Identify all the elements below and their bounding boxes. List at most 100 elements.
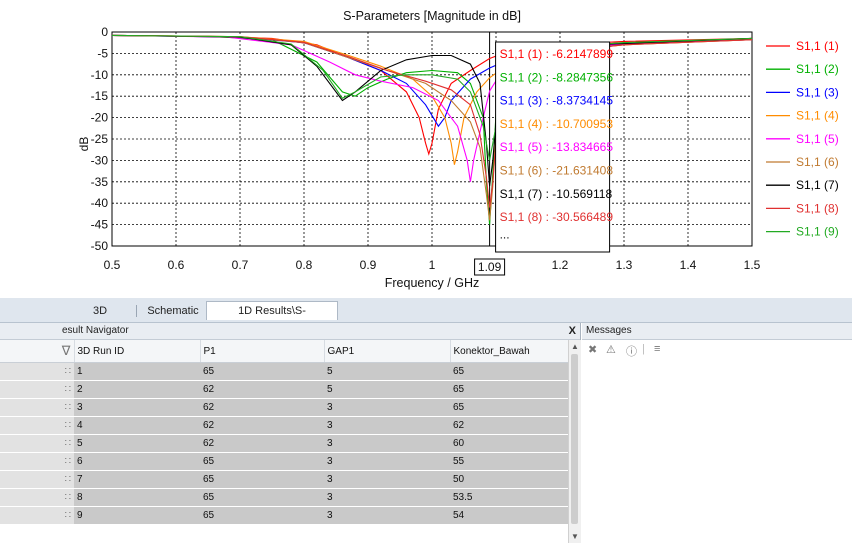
table-cell: 54 (450, 506, 568, 525)
result-table-scrollbar[interactable]: ▲ ▼ (568, 340, 581, 543)
x-tick-label: 1.5 (744, 258, 761, 272)
table-row[interactable]: ∷ 7 65 3 50 (0, 470, 568, 489)
table-cell: 1 (74, 362, 200, 381)
y-tick-label: -35 (91, 175, 109, 189)
y-tick-label: -15 (91, 89, 109, 103)
table-cell: 3 (324, 398, 450, 417)
readout-line-4: S1,1 (4) : -10.700953 (500, 117, 614, 131)
x-tick-label: 0.9 (360, 258, 377, 272)
table-cell: 65 (200, 362, 324, 381)
column-header[interactable]: P1 (200, 340, 325, 363)
y-tick-label: -50 (91, 239, 109, 253)
table-row[interactable]: ∷ 8 65 3 53.5 (0, 488, 568, 507)
warning-filter-icon[interactable]: ⚠ (606, 344, 616, 356)
y-tick-label: -10 (91, 68, 109, 82)
table-cell: 5 (74, 434, 200, 453)
legend-entry-9: S1,1 (9) (796, 225, 839, 239)
readout-line-1: S1,1 (1) : -6.2147899 (500, 47, 614, 61)
legend-entry-6: S1,1 (6) (796, 155, 839, 169)
filter-icon[interactable]: ∇ (0, 340, 75, 363)
readout-line-5: S1,1 (5) : -13.834665 (500, 140, 614, 154)
table-row[interactable]: ∷ 1 65 5 65 (0, 362, 568, 381)
tab-label: Schematic (147, 305, 199, 317)
table-row[interactable]: ∷ 5 62 3 60 (0, 434, 568, 453)
readout-line-6: S1,1 (6) : -21.631408 (500, 164, 614, 178)
table-cell: 3 (324, 506, 450, 525)
table-row[interactable]: ∷ 3 62 3 65 (0, 398, 568, 417)
tab-schematic[interactable]: Schematic (142, 302, 204, 320)
x-tick-label: 1.3 (616, 258, 633, 272)
messages-title: Messages (586, 325, 632, 336)
result-navigator-panel: esult Navigator X ∇ 3D Run ID P1 GAP1 Ko… (0, 323, 581, 543)
table-cell: 65 (200, 470, 324, 489)
row-marker-icon: ∷ (0, 488, 74, 507)
tab-3d[interactable]: 3D (75, 302, 125, 320)
row-marker-icon: ∷ (0, 416, 74, 435)
legend-entry-2: S1,1 (2) (796, 62, 839, 76)
legend-entry-5: S1,1 (5) (796, 132, 839, 146)
table-cell: 65 (200, 488, 324, 507)
legend-entry-7: S1,1 (7) (796, 178, 839, 192)
row-marker-icon: ∷ (0, 434, 74, 453)
readout-line-8: S1,1 (8) : -30.566489 (500, 210, 614, 224)
table-cell: 53.5 (450, 488, 568, 507)
table-cell: 4 (74, 416, 200, 435)
list-options-icon[interactable]: ≡ (654, 343, 661, 355)
y-tick-label: -45 (91, 218, 109, 232)
row-marker-icon: ∷ (0, 362, 74, 381)
scroll-down-icon[interactable]: ▼ (571, 532, 579, 541)
x-tick-label: 1 (429, 258, 436, 272)
legend-entry-3: S1,1 (3) (796, 85, 839, 99)
column-header[interactable]: GAP1 (324, 340, 451, 363)
table-cell: 3 (324, 470, 450, 489)
x-tick-label: 0.8 (296, 258, 313, 272)
readout-more: ... (500, 227, 510, 241)
row-marker-icon: ∷ (0, 506, 74, 525)
table-cell: 62 (200, 380, 324, 399)
table-cell: 60 (450, 434, 568, 453)
table-cell: 65 (200, 506, 324, 525)
readout-line-2: S1,1 (2) : -8.2847356 (500, 70, 614, 84)
tab-1d-results[interactable]: 1D Results\S-Parameters\S1,1x (206, 301, 338, 336)
chart-title: S-Parameters [Magnitude in dB] (343, 9, 521, 23)
result-table-wrap: ∇ 3D Run ID P1 GAP1 Konektor_Bawah ∷ 1 65 5… (0, 340, 568, 543)
table-row[interactable]: ∷ 9 65 3 54 (0, 506, 568, 525)
tab-label: 3D (92, 305, 108, 317)
table-cell: 62 (200, 434, 324, 453)
table-cell: 3 (324, 434, 450, 453)
readout-box (495, 41, 611, 253)
toolbar-separator: | (642, 343, 645, 355)
column-header[interactable]: Konektor_Bawah (450, 340, 568, 363)
table-cell: 55 (450, 452, 568, 471)
table-cell: 8 (74, 488, 200, 507)
table-header-row: ∇ 3D Run ID P1 GAP1 Konektor_Bawah (0, 340, 568, 363)
x-tick-label: 0.6 (168, 258, 185, 272)
view-tab-bar: 3D Schematic 1D Results\S-Parameters\S1,… (0, 298, 852, 336)
column-header[interactable]: 3D Run ID (74, 340, 201, 363)
scroll-up-icon[interactable]: ▲ (571, 342, 579, 351)
table-cell: 3 (324, 488, 450, 507)
info-filter-icon[interactable]: ⓘ (626, 346, 637, 358)
row-marker-icon: ∷ (0, 452, 74, 471)
table-cell: 3 (324, 452, 450, 471)
table-cell: 6 (74, 452, 200, 471)
table-row[interactable]: ∷ 6 65 3 55 (0, 452, 568, 471)
legend-entry-8: S1,1 (8) (796, 201, 839, 215)
y-tick-label: -40 (91, 196, 109, 210)
table-cell: 65 (200, 452, 324, 471)
table-row[interactable]: ∷ 4 62 3 62 (0, 416, 568, 435)
legend-entry-4: S1,1 (4) (796, 109, 839, 123)
table-cell: 65 (450, 380, 568, 399)
legend-entry-1: S1,1 (1) (796, 39, 839, 53)
error-filter-icon[interactable]: ✖ (588, 344, 598, 356)
table-row[interactable]: ∷ 2 62 5 65 (0, 380, 568, 399)
messages-header: Messages (582, 323, 852, 340)
table-cell: 65 (450, 398, 568, 417)
table-cell: 2 (74, 380, 200, 399)
x-tick-label: 1.4 (680, 258, 697, 272)
y-axis-label: dB (77, 137, 91, 152)
scrollbar-thumb[interactable] (571, 354, 578, 524)
x-axis-label: Frequency / GHz (385, 276, 479, 290)
close-icon[interactable]: X (568, 325, 576, 337)
y-tick-label: -20 (91, 111, 109, 125)
